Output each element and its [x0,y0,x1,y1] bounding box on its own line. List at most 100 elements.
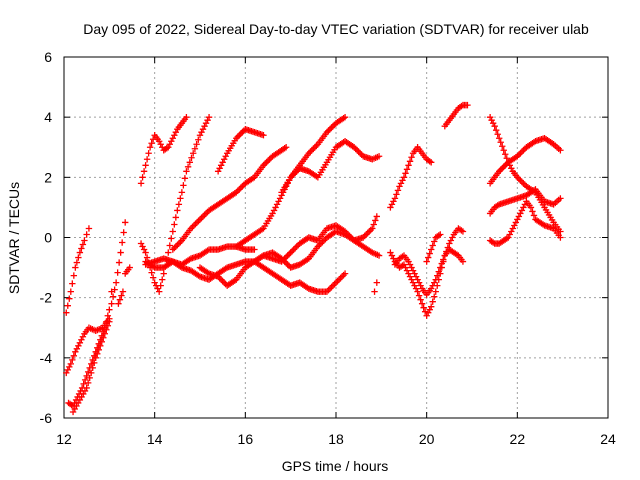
x-tick-label: 14 [147,431,163,447]
data-point [557,147,564,154]
data-point [98,338,105,345]
series-arc-18 [387,225,467,319]
data-point [116,296,124,303]
data-point [106,318,113,325]
data-point [394,187,402,194]
series-arc-17 [387,144,435,211]
y-axis-label: SDTVAR / TECUs [6,182,22,294]
data-point [429,242,436,249]
data-point [148,140,155,147]
data-point [341,113,349,121]
data-point [64,302,71,309]
data-point [420,304,427,311]
data-point [414,288,421,295]
data-point [81,237,88,244]
data-point [97,342,104,349]
data-point [191,145,199,152]
data-point [83,384,90,392]
data-point [103,326,110,333]
data-point [190,150,197,157]
data-point [183,113,190,121]
data-point [431,293,438,300]
x-tick-labels: 12 14 16 18 20 22 24 [56,431,616,447]
data-point [181,175,189,182]
data-point [101,330,108,337]
data-point [118,292,125,299]
data-points [63,101,564,416]
data-point [557,228,564,235]
data-point [115,259,123,266]
data-point [86,374,93,382]
data-point [122,219,129,226]
data-point [76,249,84,256]
data-point [251,246,258,253]
data-point [529,208,536,215]
y-tick-label: -2 [40,290,53,306]
data-point [139,174,146,181]
data-point [69,280,76,287]
data-point [70,352,78,360]
data-point [126,264,133,271]
data-point [142,249,149,256]
data-point [75,254,82,261]
data-point [63,309,70,316]
data-point [459,258,467,265]
data-point [85,225,93,232]
data-point [435,268,442,275]
x-axis-label: GPS time / hours [282,458,389,474]
data-point [424,254,432,261]
data-point [371,288,378,295]
data-point [171,221,178,228]
x-tick-label: 20 [419,431,435,447]
data-point [557,234,564,241]
data-point [172,214,180,221]
data-point [405,162,412,169]
data-point [91,359,98,367]
series-arc-23 [486,135,564,187]
data-point [67,288,74,295]
data-point [557,195,564,202]
data-point [417,296,424,303]
x-tick-label: 18 [328,431,344,447]
y-tick-label: -6 [40,410,53,426]
data-point [373,213,380,220]
data-point [370,221,377,228]
data-point [437,264,444,271]
data-point [156,288,163,295]
data-point [341,270,349,277]
data-point [88,360,95,368]
x-tick-label: 22 [510,431,526,447]
data-point [428,246,435,253]
chart-title: Day 095 of 2022, Sidereal Day-to-day VTE… [83,21,589,37]
data-point [369,225,376,232]
y-tick-label: 0 [44,230,52,246]
data-point [426,250,433,257]
series-arc-5 [115,264,133,307]
data-point [205,113,213,121]
data-point [83,231,90,238]
data-point [282,144,290,151]
series-arc-24 [486,186,564,217]
data-point [491,122,498,130]
data-point [80,380,87,388]
data-point [159,276,166,283]
data-point [66,295,73,302]
data-point [429,298,436,305]
data-point [440,256,447,263]
data-point [146,144,154,151]
data-point [120,229,127,236]
series-arc-16 [371,279,380,295]
data-point [81,376,89,384]
series-arc-14 [278,138,383,196]
series-arc-9 [142,255,349,295]
data-point [530,212,538,219]
data-point [166,242,173,249]
series-arc-1 [63,225,93,316]
data-point [143,156,151,163]
data-point [160,270,167,277]
data-point [423,258,430,265]
data-point [115,300,122,307]
series-arc-10 [169,144,290,253]
series-arc-21 [441,101,471,130]
